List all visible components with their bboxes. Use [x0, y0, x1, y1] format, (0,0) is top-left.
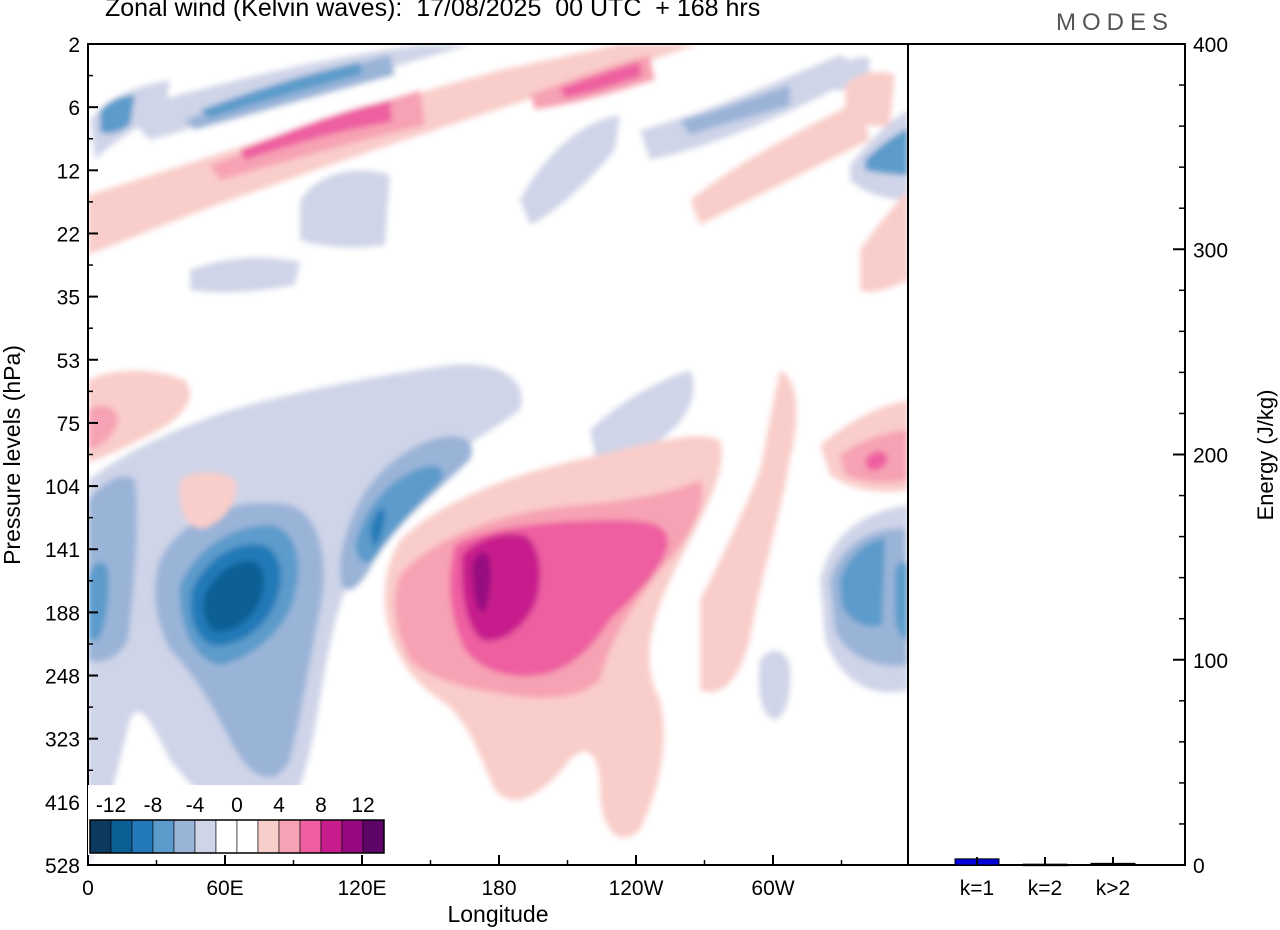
neg-region-left-5 — [203, 561, 264, 632]
colorbar-swatch — [236, 819, 259, 854]
bar-plot-frame — [907, 43, 1186, 866]
pos-region-left-2 — [88, 405, 118, 450]
x-tick-label: 120W — [609, 877, 664, 900]
y-tick-label: 35 — [57, 287, 80, 310]
colorbar-swatch — [362, 819, 385, 854]
pos-band-upper-3 — [240, 100, 392, 160]
y-tick-label: 53 — [57, 350, 80, 373]
neg-region-right-4 — [895, 561, 908, 640]
neg-region-120e-3 — [370, 508, 385, 548]
y-tick-label: 188 — [45, 602, 80, 625]
neg-band-upper-5 — [100, 95, 135, 134]
y-tick-label: 12 — [57, 160, 80, 183]
colorbar-tick-label: -4 — [186, 794, 205, 817]
neg-band-right-2 — [865, 128, 908, 175]
x-tick-label: 0 — [82, 877, 94, 900]
energy-axis: 0 100 200 300 400 — [1173, 34, 1228, 878]
pos-band-right-3 — [845, 71, 895, 127]
pos-region-right-lower-3 — [865, 451, 888, 471]
x-tick-label: 60E — [206, 877, 243, 900]
neg-patch-mid-2 — [300, 170, 390, 248]
colorbar-legend: -12 -8 -4 0 4 8 12 — [88, 785, 388, 855]
energy-tick-label: 400 — [1193, 34, 1228, 57]
colorbar-frame — [89, 819, 385, 854]
y-tick-label: 104 — [45, 476, 80, 499]
colorbar-tick-label: 0 — [231, 794, 243, 817]
colorbar-swatch — [215, 819, 238, 854]
energy-tick-label: 0 — [1193, 855, 1205, 878]
colorbar-swatch — [194, 819, 217, 854]
y-tick-label: 141 — [45, 539, 80, 562]
pos-region-left-3 — [179, 472, 236, 529]
y-tick-label: 248 — [45, 666, 80, 689]
pos-band-right-2 — [860, 190, 908, 292]
colorbar-swatch — [152, 819, 175, 854]
y-axis-label: Pressure levels (hPa) — [0, 345, 25, 565]
neg-region-right-3 — [840, 538, 885, 627]
pos-band-right-1 — [690, 100, 870, 225]
colorbar-swatch — [341, 819, 364, 854]
colorbar-tick-label: 4 — [273, 794, 285, 817]
colorbar-swatch — [320, 819, 343, 854]
pos-band-upper-5 — [560, 62, 642, 98]
wind-contour-field — [88, 44, 908, 865]
energy-bars: k=1 k=2 k>2 — [954, 857, 1136, 900]
bar-category-label: k=2 — [1028, 877, 1062, 900]
pos-region-left-1 — [88, 370, 191, 462]
energy-tick-label: 200 — [1193, 445, 1228, 468]
neg-patch-lower-1 — [758, 650, 791, 720]
colorbar-tick-label: 12 — [351, 794, 374, 817]
colorbar-tick-label: -8 — [144, 794, 163, 817]
x-tick-label: 120E — [337, 877, 386, 900]
y-tick-label: 2 — [68, 34, 80, 57]
brand-logo: MODES — [1056, 9, 1175, 36]
colorbar-swatch — [110, 819, 133, 854]
colorbar-swatch — [278, 819, 301, 854]
energy-tick-label: 100 — [1193, 650, 1228, 673]
colorbar-tick-label: 8 — [315, 794, 327, 817]
neg-band-upper-8 — [520, 115, 620, 225]
bar-category-label: k>2 — [1096, 877, 1130, 900]
neg-region-mid-1 — [590, 370, 694, 460]
y-tick-label: 416 — [45, 792, 80, 815]
bar-category-label: k=1 — [960, 877, 994, 900]
colorbar-swatch — [89, 819, 112, 854]
colorbar-tick-label: -12 — [96, 794, 126, 817]
pos-region-right-lower-4 — [700, 370, 797, 693]
x-axis-label: Longitude — [447, 901, 548, 927]
y-tick-label: 22 — [57, 223, 80, 246]
y-tick-label: 75 — [57, 413, 80, 436]
x-tick-label: 60W — [751, 877, 794, 900]
neg-patch-mid-1 — [190, 257, 300, 293]
y-tick-label: 528 — [45, 855, 80, 878]
chart-title: Zonal wind (Kelvin waves): 17/08/2025 00… — [105, 0, 761, 22]
energy-axis-label: Energy (J/kg) — [1253, 390, 1278, 521]
x-tick-label: 180 — [481, 877, 516, 900]
energy-tick-label: 300 — [1193, 239, 1228, 262]
pos-region-main-5 — [472, 552, 491, 613]
y-tick-label: 6 — [68, 97, 80, 120]
colorbar-swatch — [131, 819, 154, 854]
y-tick-label: 323 — [45, 729, 80, 752]
colorbar-swatch — [299, 819, 322, 854]
colorbar-swatch — [257, 819, 280, 854]
neg-region-left-7 — [88, 562, 109, 640]
longitude-axis: 0 60E 120E 180 120W 60W — [82, 855, 843, 900]
pressure-axis: 2 6 12 22 35 53 75 104 141 188 248 323 416 528 — [45, 34, 98, 878]
neg-band-upper-3 — [200, 62, 362, 118]
neg-band-upper-7 — [680, 85, 790, 135]
colorbar-swatch — [173, 819, 196, 854]
